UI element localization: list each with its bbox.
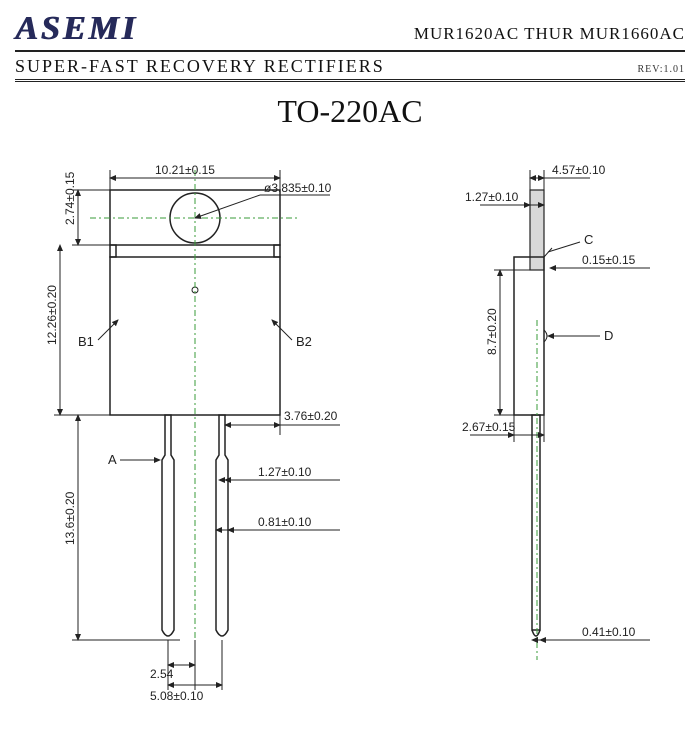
brand-logo: ASEMI (15, 10, 138, 48)
side-view: 4.57±0.10 1.27±0.10 C 0.15±0.15 D 8.7±0.… (462, 163, 650, 660)
subtitle: SUPER-FAST RECOVERY RECTIFIERS (15, 56, 385, 77)
dim-lead-w2: 0.81±0.10 (258, 515, 312, 529)
dim-lead-w1: 1.27±0.10 (258, 465, 312, 479)
dim-tab-thick: 1.27±0.10 (465, 190, 519, 204)
dim-lead-tip: 0.41±0.10 (582, 625, 636, 639)
dim-top-step: 2.74±0.15 (63, 171, 77, 225)
dim-lead-length: 13.6±0.20 (63, 491, 77, 545)
label-b1: B1 (78, 334, 94, 349)
dim-pitch-full: 5.08±0.10 (150, 689, 204, 703)
dim-pitch-half: 2.54 (150, 667, 174, 681)
label-d: D (604, 328, 613, 343)
dim-body-height: 12.26±0.20 (45, 285, 59, 345)
dim-body-mid: 8.7±0.20 (485, 308, 499, 355)
dim-hole-dia: ø3.835±0.10 (264, 181, 332, 195)
package-title: TO-220AC (0, 93, 700, 130)
dim-body-width: 10.21±0.15 (155, 163, 215, 177)
dim-body-thick: 2.67±0.15 (462, 420, 516, 434)
label-b2: B2 (296, 334, 312, 349)
revision: REV:1.01 (637, 64, 685, 75)
mechanical-drawing: B1 B2 A 10.21±0.15 ø3.835±0.10 2.74±0.15… (0, 160, 700, 720)
front-view: B1 B2 A 10.21±0.15 ø3.835±0.10 2.74±0.15… (45, 163, 340, 703)
rule-double (15, 79, 685, 83)
dim-tab-depth: 4.57±0.10 (552, 163, 606, 177)
label-c: C (584, 232, 593, 247)
dim-chamfer: 0.15±0.15 (582, 253, 636, 267)
label-a: A (108, 452, 117, 467)
part-number-range: MUR1620AC THUR MUR1660AC (414, 24, 685, 48)
dim-lead-offset: 3.76±0.20 (284, 409, 338, 423)
